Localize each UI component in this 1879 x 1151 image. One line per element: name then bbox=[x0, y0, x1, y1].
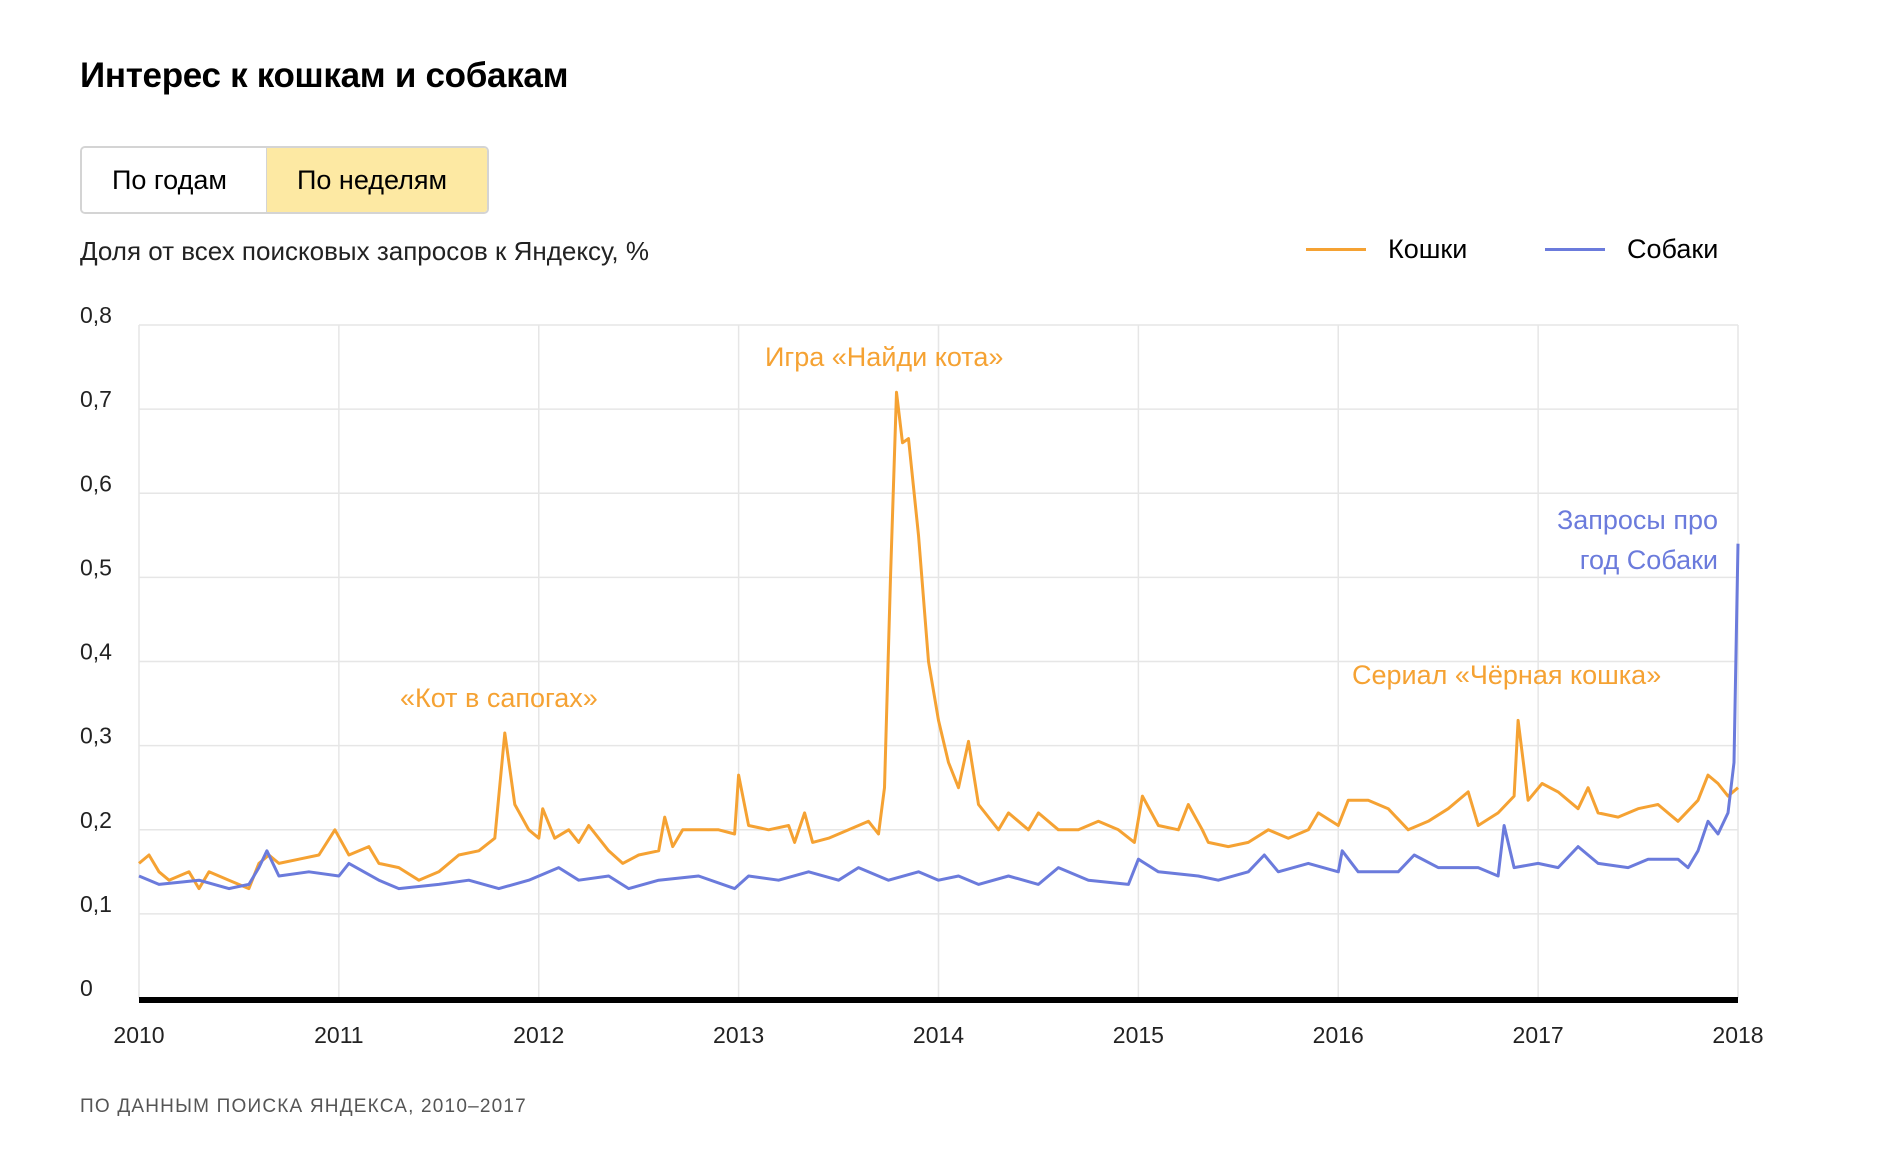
legend-label-cats: Кошки bbox=[1388, 234, 1468, 264]
y-tick-label: 0,2 bbox=[80, 807, 112, 833]
legend-item-dogs: Собаки bbox=[1545, 234, 1718, 265]
legend-label-dogs: Собаки bbox=[1627, 234, 1719, 264]
y-tick-label: 0 bbox=[80, 975, 93, 1001]
x-tick-label: 2016 bbox=[1313, 1022, 1364, 1048]
annotation-year-of-dog: Запросы про год Собаки bbox=[1557, 500, 1718, 580]
series-line-dogs bbox=[138, 543, 1740, 891]
y-tick-label: 0,8 bbox=[80, 302, 112, 328]
legend-swatch-dogs bbox=[1545, 248, 1605, 251]
period-toggle: По годам По неделям bbox=[80, 146, 489, 214]
source-footnote: ПО ДАННЫМ ПОИСКА ЯНДЕКСА, 2010–2017 bbox=[80, 1096, 527, 1117]
annotation-year-of-dog-line1: Запросы про bbox=[1556, 505, 1718, 535]
y-tick-label: 0,3 bbox=[80, 723, 112, 749]
toggle-by-years-button[interactable]: По годам bbox=[82, 148, 267, 212]
x-tick-label: 2010 bbox=[113, 1022, 164, 1048]
x-tick-label: 2017 bbox=[1513, 1022, 1564, 1048]
legend-swatch-cats bbox=[1306, 248, 1366, 251]
y-tick-label: 0,6 bbox=[80, 470, 112, 496]
y-tick-label: 0,4 bbox=[80, 639, 112, 665]
page-title: Интерес к кошкам и собакам bbox=[80, 56, 569, 95]
legend-item-cats: Кошки bbox=[1306, 234, 1467, 265]
x-tick-label: 2015 bbox=[1113, 1022, 1164, 1048]
toggle-by-weeks-button[interactable]: По неделям bbox=[267, 148, 487, 212]
y-tick-label: 0,5 bbox=[80, 554, 112, 580]
series-line-cats bbox=[138, 390, 1739, 891]
y-tick-label: 0,1 bbox=[80, 891, 112, 917]
x-tick-label: 2013 bbox=[713, 1022, 764, 1048]
x-tick-label: 2014 bbox=[913, 1022, 964, 1048]
y-tick-label: 0,7 bbox=[80, 386, 112, 412]
x-tick-label: 2011 bbox=[314, 1022, 363, 1048]
x-tick-label: 2018 bbox=[1712, 1022, 1763, 1048]
y-axis-label: Доля от всех поисковых запросов к Яндекс… bbox=[80, 236, 649, 266]
x-tick-label: 2012 bbox=[513, 1022, 564, 1048]
annotation-puss-in-boots: «Кот в сапогах» bbox=[400, 683, 598, 713]
annotation-black-cat-series: Сериал «Чёрная кошка» bbox=[1352, 660, 1662, 690]
annotation-find-the-cat: Игра «Найди кота» bbox=[765, 342, 1004, 372]
annotation-year-of-dog-line2: год Собаки bbox=[1579, 545, 1718, 575]
